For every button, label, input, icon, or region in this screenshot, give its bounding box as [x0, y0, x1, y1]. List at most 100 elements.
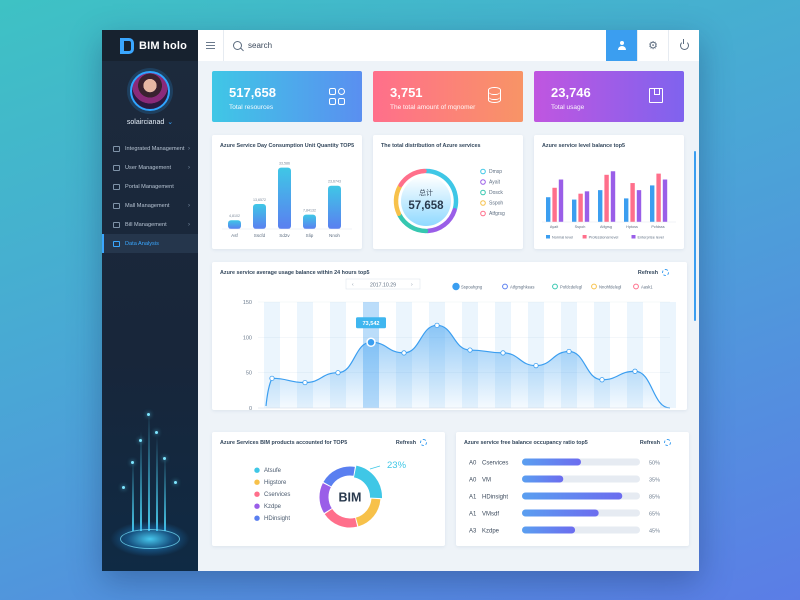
bar	[656, 173, 661, 222]
bar	[253, 204, 266, 229]
legend-marker	[502, 283, 508, 290]
row-name: Kzdpe	[482, 529, 500, 535]
donut-center-bg	[330, 477, 370, 517]
legend-marker	[552, 283, 558, 290]
x-tick-label: Atfgrsg	[600, 225, 612, 229]
refresh-label: Refresh	[639, 439, 660, 446]
bar	[303, 214, 316, 229]
panel-free-balance: Azure service free balance occupancy rat…	[456, 432, 689, 546]
legend-label: Nnohfdelegl	[599, 285, 621, 290]
refresh-button[interactable]: Refresh	[396, 439, 427, 446]
data-point	[366, 337, 376, 348]
legend-label: HDinsight	[264, 516, 290, 522]
row-code: A0	[469, 461, 477, 467]
menu-icon	[113, 164, 120, 171]
date-picker	[345, 278, 421, 290]
data-point	[599, 377, 605, 383]
legend-label: Higstore	[264, 480, 287, 486]
row-value: 50%	[649, 461, 660, 467]
data-point	[533, 363, 539, 369]
menu-icon	[113, 202, 120, 209]
main-content: 517,658 Total resources 3,751 The total …	[198, 61, 699, 571]
donut-center-label: 总计	[419, 188, 433, 197]
pie-slice	[397, 212, 429, 234]
menu-icon	[113, 221, 120, 228]
pie-slice	[398, 168, 427, 188]
chevron-right-icon: ›	[188, 145, 190, 152]
bar	[610, 171, 616, 222]
data-label: 33,586	[279, 162, 290, 166]
progress-fill	[522, 458, 581, 466]
stat-card-total-amount[interactable]: 3,751 The total amount of mqnomer	[373, 71, 523, 122]
chevron-right-icon: ›	[188, 164, 190, 171]
stat-card-total-resources[interactable]: 517,658 Total resources	[212, 71, 362, 122]
user-button[interactable]	[606, 30, 637, 61]
date-prev-icon: ‹	[352, 282, 354, 288]
chevron-right-icon: ›	[188, 221, 190, 228]
logout-button[interactable]	[668, 30, 699, 61]
bar	[552, 187, 557, 222]
usage-area-chart: ‹ 2017.10.29 › Sspoahgng Atfgrsghkeas Pofdcde…	[243, 278, 676, 418]
logo[interactable]: BIM holo	[102, 30, 198, 61]
settings-button[interactable]: ⚙	[637, 30, 668, 61]
legend-marker	[633, 283, 639, 290]
legend-label: Ayait	[489, 180, 501, 186]
stat-card-total-usage[interactable]: 23,746 Total usage	[534, 71, 684, 122]
row-name: VMsdf	[482, 512, 499, 518]
legend-marker	[591, 283, 597, 290]
search-icon[interactable]	[233, 41, 242, 50]
data-point	[269, 375, 275, 381]
data-label: 4,8102	[229, 214, 240, 218]
refresh-button[interactable]: Refresh	[640, 439, 671, 446]
gear-icon: ⚙	[648, 40, 658, 52]
menu-icon	[113, 145, 120, 152]
distribution-donut-chart: 总计 57,658 Dmsp Ayait Dosck Sspoh Atfgrsg	[393, 168, 505, 234]
sidebar-item-label: Data Analysis	[125, 240, 159, 247]
avatar[interactable]	[130, 71, 170, 111]
menu-toggle-icon[interactable]	[198, 30, 224, 61]
legend-marker	[452, 282, 460, 291]
refresh-label: Refresh	[637, 269, 658, 276]
refresh-button[interactable]: Refresh	[638, 269, 669, 276]
panel-usage-24h: Azure service average usage balance with…	[212, 262, 687, 418]
stat-value: 3,751	[390, 85, 423, 100]
top-bar: ⚙	[198, 30, 699, 61]
user-icon	[617, 41, 626, 50]
bar	[650, 185, 655, 222]
legend-marker	[254, 467, 260, 473]
pie-slice	[425, 208, 457, 234]
pie-slice	[324, 508, 358, 528]
sidebar-item-user-management[interactable]: User Management ›	[102, 158, 198, 177]
legend-label: Professional level	[589, 235, 619, 239]
sidebar-item-mall-management[interactable]: Mall Management ›	[102, 196, 198, 215]
pie-slice	[423, 168, 459, 212]
user-menu[interactable]: solaircianad ⌄	[102, 118, 198, 126]
row-code: A1	[469, 512, 477, 518]
search-input[interactable]	[248, 41, 448, 50]
panel-title: The total distribution of Azure services	[381, 143, 481, 149]
sidebar-item-portal-management[interactable]: Portal Management	[102, 177, 198, 196]
panel-title: Azure service level balance top5	[542, 143, 625, 149]
bar	[278, 167, 291, 229]
column-band	[297, 302, 313, 408]
row-name: Cservices	[482, 461, 508, 467]
legend-marker	[254, 503, 260, 509]
legend-label: Normal level	[552, 235, 573, 239]
row-value: 85%	[649, 495, 660, 501]
scrollbar[interactable]	[694, 151, 696, 321]
sidebar-item-label: User Management	[125, 164, 172, 171]
username: solaircianad	[126, 119, 165, 126]
legend-label: Sspoahgng	[461, 285, 483, 290]
database-icon	[488, 87, 505, 104]
panel-level-balance: Azure service level balance top5 Ayait Ss…	[534, 135, 684, 249]
pie-slice	[323, 466, 355, 487]
sidebar-item-bill-management[interactable]: Bill Management ›	[102, 215, 198, 234]
tooltip-value: 73,542	[362, 321, 379, 327]
legend-label: Dmsp	[489, 169, 502, 175]
x-tick-label: Sscfd	[254, 233, 266, 238]
sidebar-item-integrated-management[interactable]: Integrated Management ›	[102, 139, 198, 158]
x-tick-label: Nnoh	[329, 233, 340, 238]
row-value: 45%	[649, 529, 660, 535]
sidebar-item-data-analysis[interactable]: Data Analysis	[102, 234, 198, 253]
column-band	[660, 302, 676, 408]
